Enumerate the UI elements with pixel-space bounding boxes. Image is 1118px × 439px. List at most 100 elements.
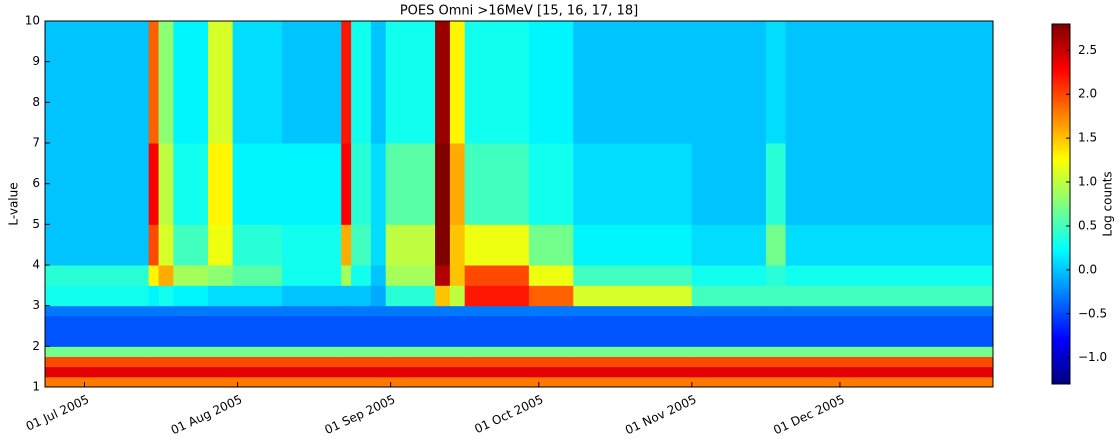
colorbar-swatch	[1052, 132, 1070, 136]
colorbar-swatch	[1052, 75, 1070, 79]
colorbar-swatch	[1052, 129, 1070, 133]
heatmap-cell	[449, 143, 466, 225]
colorbar-swatch	[1052, 105, 1070, 109]
heatmap-cell	[785, 285, 994, 307]
heatmap-cell	[207, 315, 234, 347]
heatmap-cell	[385, 285, 436, 307]
y-tick-label: 9	[32, 54, 40, 68]
heatmap-cell	[449, 305, 466, 317]
heatmap-cell	[435, 265, 451, 286]
heatmap-cell	[370, 21, 387, 144]
colorbar-swatch	[1052, 273, 1070, 277]
heatmap-cell	[341, 265, 352, 286]
colorbar-swatch	[1052, 180, 1070, 184]
heatmap-cell	[528, 224, 574, 266]
heatmap-cell	[370, 376, 387, 388]
heatmap-cell	[765, 356, 787, 368]
heatmap-cell	[351, 366, 372, 378]
heatmap-cell	[45, 143, 150, 225]
y-tick-label: 4	[32, 258, 40, 272]
colorbar-swatch	[1052, 288, 1070, 292]
heatmap-cell	[385, 21, 436, 144]
heatmap-cell	[765, 366, 787, 378]
heatmap-cell	[282, 376, 342, 388]
colorbar-swatch	[1052, 99, 1070, 103]
heatmap-cell	[785, 366, 994, 378]
x-tick-label: 01 Sep 2005	[323, 392, 398, 437]
colorbar-swatch	[1052, 120, 1070, 124]
heatmap-cell	[573, 224, 693, 266]
heatmap-cell	[341, 224, 352, 266]
heatmap-cell	[341, 366, 352, 378]
heatmap-cell	[351, 305, 372, 317]
heatmap-cell	[45, 265, 150, 286]
colorbar-swatch	[1052, 36, 1070, 40]
heatmap-cell	[148, 285, 160, 307]
colorbar-swatch	[1052, 381, 1070, 385]
heatmap-cell	[173, 285, 209, 307]
colorbar-swatch	[1052, 216, 1070, 220]
heatmap-cell	[573, 265, 693, 286]
heatmap-cell	[45, 21, 150, 144]
heatmap-cell	[207, 305, 234, 317]
heatmap-cell	[435, 224, 451, 266]
colorbar-swatch	[1052, 282, 1070, 286]
colorbar-swatch	[1052, 336, 1070, 340]
heatmap-cell	[370, 143, 387, 225]
colorbar-swatch	[1052, 297, 1070, 301]
colorbar-swatch	[1052, 225, 1070, 229]
colorbar-swatch	[1052, 213, 1070, 217]
colorbar-swatch	[1052, 372, 1070, 376]
heatmap-cell	[351, 346, 372, 357]
heatmap-cell	[449, 21, 466, 144]
colorbar-swatch	[1052, 141, 1070, 145]
heatmap-cell	[45, 356, 150, 368]
colorbar-swatch	[1052, 291, 1070, 295]
heatmap-cell	[207, 376, 234, 388]
heatmap-cell	[370, 315, 387, 347]
heatmap-cell	[435, 305, 451, 317]
heatmap-cell	[207, 356, 234, 368]
heatmap-cell	[341, 21, 352, 144]
heatmap-cell	[282, 143, 342, 225]
colorbar-swatch	[1052, 231, 1070, 235]
colorbar-swatch	[1052, 60, 1070, 64]
colorbar-tick-label: −0.5	[1078, 306, 1107, 320]
heatmap-cell	[573, 305, 693, 317]
colorbar-tick-label: 1.0	[1078, 175, 1097, 189]
colorbar-swatch	[1052, 144, 1070, 148]
heatmap-cell	[370, 224, 387, 266]
heatmap-cell	[528, 143, 574, 225]
y-tick-label: 7	[32, 136, 40, 150]
colorbar-swatch	[1052, 276, 1070, 280]
heatmap-cell	[765, 285, 787, 307]
heatmap-cell	[765, 143, 787, 225]
heatmap-cell	[351, 265, 372, 286]
heatmap-cell	[573, 315, 693, 347]
heatmap-cell	[173, 315, 209, 347]
colorbar-swatch	[1052, 246, 1070, 250]
colorbar-swatch	[1052, 138, 1070, 142]
colorbar-swatch	[1052, 219, 1070, 223]
heatmap-cell	[785, 21, 994, 144]
colorbar-swatch	[1052, 240, 1070, 244]
heatmap-cell	[385, 366, 436, 378]
colorbar-swatch	[1052, 171, 1070, 175]
colorbar-swatch	[1052, 324, 1070, 328]
heatmap-cell	[45, 366, 150, 378]
heatmap-cell	[691, 376, 767, 388]
colorbar-swatch	[1052, 228, 1070, 232]
heatmap-cell	[449, 376, 466, 388]
colorbar-swatch	[1052, 156, 1070, 160]
colorbar-swatch	[1052, 330, 1070, 334]
heatmap-cell	[351, 285, 372, 307]
heatmap-cell	[449, 224, 466, 266]
heatmap-cell	[785, 265, 994, 286]
heatmap-cell	[282, 224, 342, 266]
colorbar-tick-label: 0.0	[1078, 262, 1097, 276]
heatmap-cell	[449, 285, 466, 307]
heatmap-cell	[449, 265, 466, 286]
colorbar-swatch	[1052, 249, 1070, 253]
heatmap-cell	[691, 366, 767, 378]
colorbar-swatch	[1052, 114, 1070, 118]
